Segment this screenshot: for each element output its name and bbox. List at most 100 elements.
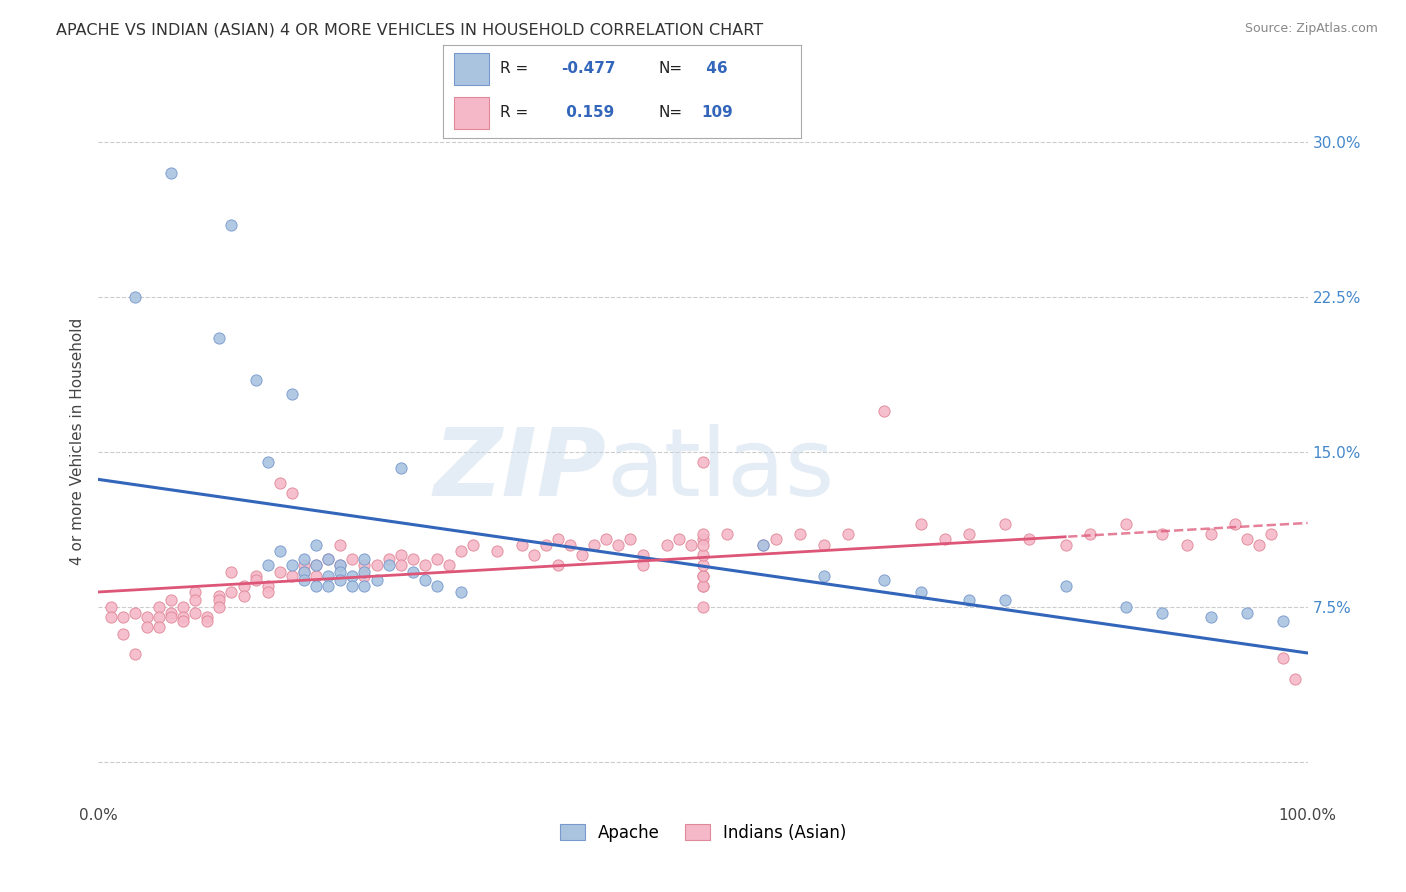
Point xyxy=(256,579,278,593)
Point xyxy=(148,610,170,624)
Point xyxy=(342,579,364,593)
Point xyxy=(1272,651,1295,665)
Point xyxy=(172,610,194,624)
Point xyxy=(1078,527,1101,541)
Point xyxy=(692,579,714,593)
Point xyxy=(245,568,267,582)
Point xyxy=(450,544,472,558)
Point xyxy=(329,573,352,587)
Point xyxy=(752,538,775,552)
Point xyxy=(631,548,654,562)
Point xyxy=(1223,517,1246,532)
Point xyxy=(413,573,436,587)
Point xyxy=(124,290,146,304)
Point xyxy=(135,620,157,634)
Point xyxy=(377,558,399,573)
Point xyxy=(160,166,183,180)
Point xyxy=(486,544,509,558)
Point xyxy=(837,527,859,541)
Point xyxy=(353,579,375,593)
Point xyxy=(160,606,183,620)
Point xyxy=(1115,599,1137,614)
Point xyxy=(692,548,714,562)
Point xyxy=(184,585,207,599)
Point xyxy=(534,538,557,552)
Bar xyxy=(454,97,489,129)
Point xyxy=(595,532,617,546)
Point xyxy=(305,558,328,573)
Point xyxy=(100,599,122,614)
Point xyxy=(426,579,449,593)
Y-axis label: 4 or more Vehicles in Household: 4 or more Vehicles in Household xyxy=(70,318,86,566)
Point xyxy=(124,647,146,661)
Point xyxy=(316,552,339,566)
Point xyxy=(389,548,412,562)
Point xyxy=(329,558,352,573)
Point xyxy=(752,538,775,552)
Point xyxy=(316,568,339,582)
Point xyxy=(353,558,375,573)
Point xyxy=(148,620,170,634)
Point xyxy=(1236,606,1258,620)
Point xyxy=(221,585,243,599)
Point xyxy=(1260,527,1282,541)
Point xyxy=(910,517,932,532)
Point xyxy=(256,558,278,573)
Point xyxy=(172,599,194,614)
Point xyxy=(256,455,278,469)
Point xyxy=(316,552,339,566)
Text: ZIP: ZIP xyxy=(433,425,606,516)
Text: Source: ZipAtlas.com: Source: ZipAtlas.com xyxy=(1244,22,1378,36)
Point xyxy=(148,599,170,614)
Point xyxy=(292,573,315,587)
Point xyxy=(994,517,1017,532)
Bar xyxy=(454,53,489,85)
Legend: Apache, Indians (Asian): Apache, Indians (Asian) xyxy=(553,817,853,848)
Text: 46: 46 xyxy=(702,62,728,77)
Point xyxy=(1175,538,1198,552)
Point xyxy=(184,593,207,607)
Point xyxy=(607,538,630,552)
Point xyxy=(692,599,714,614)
Text: -0.477: -0.477 xyxy=(561,62,616,77)
Point xyxy=(547,532,569,546)
Point xyxy=(692,455,714,469)
Point xyxy=(111,610,134,624)
Point xyxy=(1152,527,1174,541)
Text: APACHE VS INDIAN (ASIAN) 4 OR MORE VEHICLES IN HOUSEHOLD CORRELATION CHART: APACHE VS INDIAN (ASIAN) 4 OR MORE VEHIC… xyxy=(56,22,763,37)
Point xyxy=(402,565,425,579)
Point xyxy=(100,610,122,624)
Point xyxy=(221,218,243,232)
Point xyxy=(377,552,399,566)
Point xyxy=(305,568,328,582)
Point xyxy=(1249,538,1271,552)
Point xyxy=(124,606,146,620)
Point xyxy=(1054,538,1077,552)
Point xyxy=(245,373,267,387)
Point xyxy=(342,552,364,566)
Point xyxy=(413,558,436,573)
Point xyxy=(353,568,375,582)
Point xyxy=(232,590,254,604)
Text: atlas: atlas xyxy=(606,425,835,516)
Point xyxy=(342,568,364,582)
Point xyxy=(160,610,183,624)
Point xyxy=(679,538,702,552)
Point xyxy=(692,568,714,582)
Point xyxy=(292,565,315,579)
Point xyxy=(813,538,835,552)
Point xyxy=(281,568,304,582)
Point xyxy=(619,532,641,546)
Point xyxy=(329,538,352,552)
Point xyxy=(463,538,485,552)
Point xyxy=(366,573,388,587)
Point xyxy=(135,610,157,624)
Point xyxy=(994,593,1017,607)
Point xyxy=(256,585,278,599)
Point xyxy=(329,565,352,579)
Point xyxy=(402,552,425,566)
Point xyxy=(873,573,896,587)
Point xyxy=(655,538,678,552)
Point xyxy=(281,486,304,500)
Point xyxy=(184,606,207,620)
